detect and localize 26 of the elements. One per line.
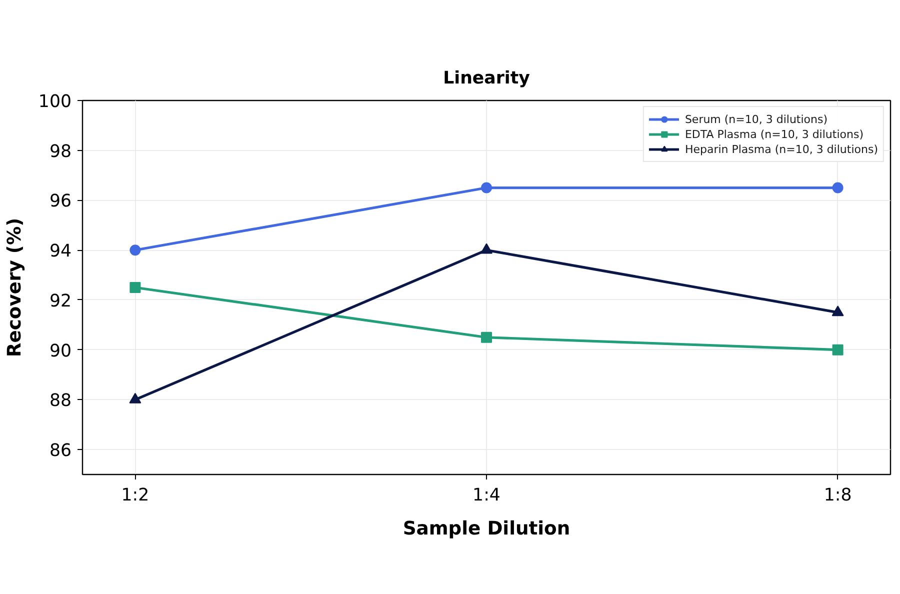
- y-tick-label: 90: [49, 341, 72, 362]
- legend-label: EDTA Plasma (n=10, 3 dilutions): [684, 128, 864, 140]
- x-axis-title: Sample Dilution: [402, 518, 570, 540]
- point: [130, 282, 141, 293]
- chart-title: Linearity: [443, 68, 530, 88]
- y-tick-label: 88: [49, 391, 72, 412]
- point: [832, 182, 844, 194]
- y-tick-label: 98: [49, 142, 72, 162]
- y-tick-label: 92: [49, 291, 72, 312]
- x-tick-label: 1:8: [824, 486, 852, 506]
- x-tick-label: 1:2: [121, 486, 150, 506]
- legend-label: Serum (n=10, 3 dilutions): [684, 112, 828, 126]
- point: [130, 244, 141, 256]
- y-tick-label: 96: [49, 192, 72, 212]
- point: [832, 344, 844, 356]
- point: [481, 332, 492, 343]
- point: [481, 182, 492, 194]
- y-tick-label: 86: [49, 441, 72, 462]
- y-tick-label: 94: [49, 242, 72, 262]
- point: [129, 392, 142, 404]
- legend-label: Heparin Plasma (n=10, 3 dilutions): [684, 142, 878, 156]
- x-tick-label: 1:4: [472, 486, 500, 506]
- point: [480, 243, 492, 254]
- point: [832, 306, 844, 316]
- y-axis-title: Recovery (%): [4, 218, 26, 358]
- y-tick-label: 100: [38, 92, 72, 112]
